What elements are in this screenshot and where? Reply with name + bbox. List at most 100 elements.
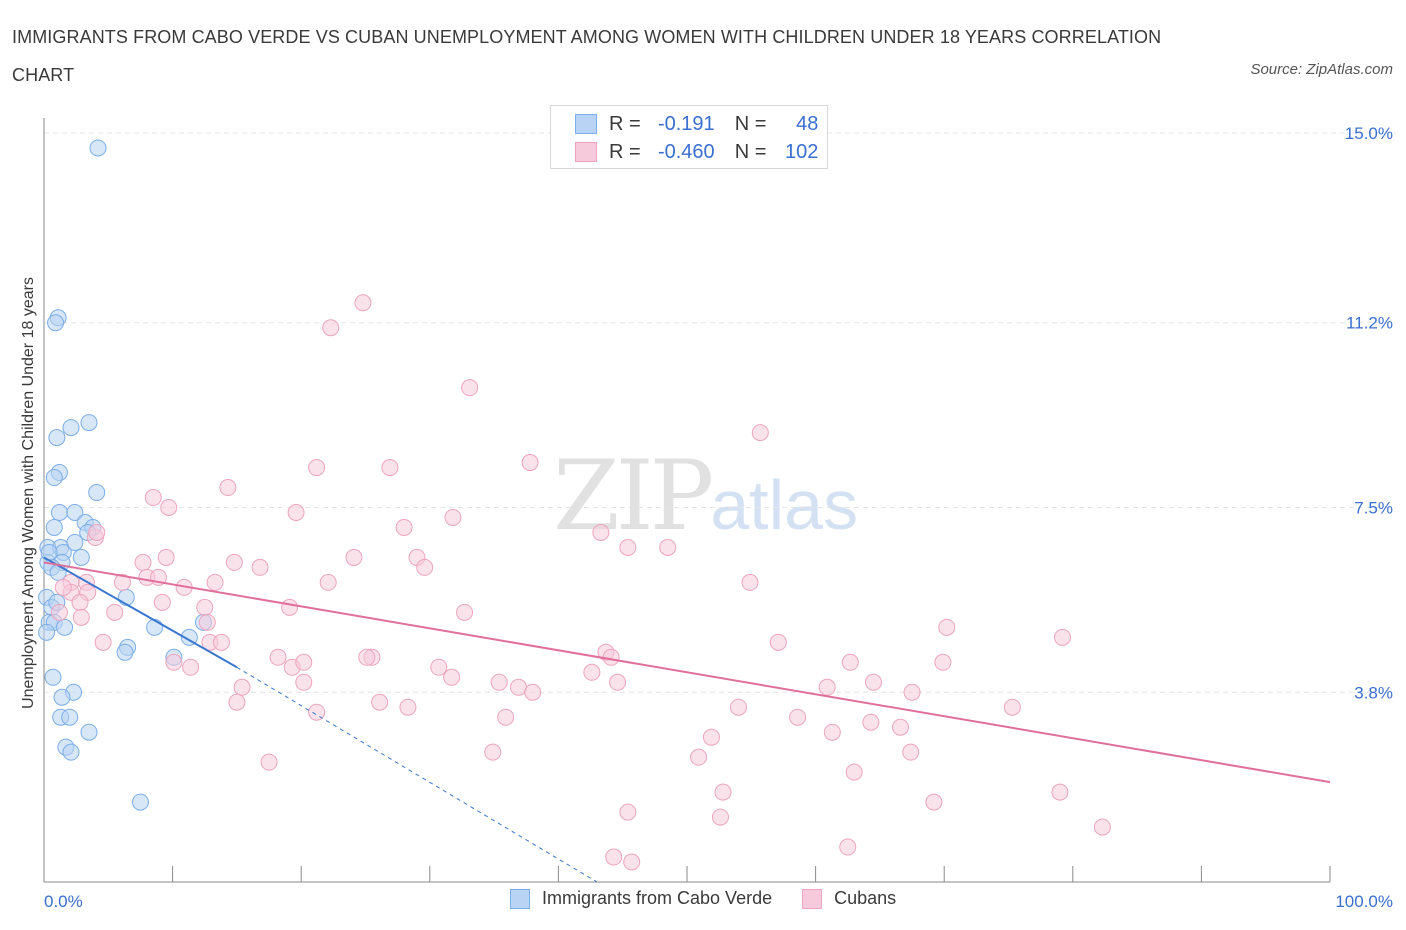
point-series-1-4 <box>308 459 326 477</box>
point-series-1-41 <box>153 593 171 611</box>
point-series-0-8 <box>88 484 106 502</box>
bottom-legend-label-cubans: Cubans <box>834 888 897 908</box>
point-series-1-45 <box>198 613 216 631</box>
point-series-0-3 <box>80 414 98 432</box>
legend-n-value: 102 <box>785 140 819 163</box>
point-series-1-86 <box>702 728 720 746</box>
point-series-0-4 <box>62 419 80 437</box>
point-series-1-8 <box>144 489 162 507</box>
point-series-1-39 <box>106 603 124 621</box>
point-series-0-0 <box>89 139 107 157</box>
point-series-1-100 <box>623 853 641 871</box>
point-series-1-74 <box>295 673 313 691</box>
point-series-1-57 <box>841 653 859 671</box>
point-series-1-69 <box>609 673 627 691</box>
point-series-1-35 <box>741 573 759 591</box>
point-series-0-42 <box>62 743 80 761</box>
point-series-0-10 <box>66 503 84 521</box>
point-series-1-14 <box>88 523 106 541</box>
point-series-0-35 <box>44 668 62 686</box>
point-series-1-83 <box>862 713 880 731</box>
point-series-1-84 <box>891 718 909 736</box>
point-series-1-95 <box>619 803 637 821</box>
point-series-1-81 <box>497 708 515 726</box>
y-axis-label: Unemployment Among Women with Children U… <box>20 277 37 709</box>
bottom-legend-swatch-cubans <box>802 888 823 909</box>
point-series-1-70 <box>864 673 882 691</box>
point-series-0-5 <box>48 429 66 447</box>
point-series-0-39 <box>61 708 79 726</box>
point-series-1-42 <box>196 598 214 616</box>
point-series-1-3 <box>751 424 769 442</box>
point-series-1-78 <box>729 698 747 716</box>
point-series-1-67 <box>524 683 542 701</box>
legend-r-label: R = <box>609 112 641 135</box>
watermark-zip: ZIP <box>553 440 714 552</box>
trendline-cubans <box>43 561 1331 784</box>
y-tick-label-1: 7.5% <box>1354 499 1393 518</box>
point-series-1-20 <box>416 558 434 576</box>
point-series-0-44 <box>40 543 58 561</box>
point-series-1-2 <box>461 379 479 397</box>
point-series-0-7 <box>45 469 63 487</box>
legend-r-value: -0.191 <box>657 112 715 135</box>
point-series-1-58 <box>934 653 952 671</box>
point-series-1-63 <box>430 658 448 676</box>
point-series-1-46 <box>938 618 956 636</box>
point-series-1-79 <box>1003 698 1021 716</box>
point-series-1-21 <box>225 553 243 571</box>
point-series-1-10 <box>287 503 305 521</box>
point-series-0-31 <box>116 643 134 661</box>
legend: R = -0.191 N = 48 R = -0.460 N = 102 <box>550 105 828 169</box>
point-series-1-85 <box>823 723 841 741</box>
point-series-1-97 <box>1093 818 1111 836</box>
bottom-legend: Immigrants from Cabo Verde Cubans <box>510 888 896 909</box>
point-series-1-25 <box>113 573 131 591</box>
point-series-0-9 <box>50 503 68 521</box>
point-series-1-90 <box>260 753 278 771</box>
point-series-1-22 <box>251 558 269 576</box>
point-series-1-72 <box>903 683 921 701</box>
point-series-1-62 <box>295 653 313 671</box>
point-series-1-43 <box>281 598 299 616</box>
y-tick-label-3: 15.0% <box>1345 124 1393 143</box>
y-tick-label-2: 11.2% <box>1346 314 1393 333</box>
bottom-legend-label-cabo-verde: Immigrants from Cabo Verde <box>542 888 773 908</box>
point-series-0-21 <box>72 548 90 566</box>
point-series-1-76 <box>371 693 389 711</box>
point-series-1-73 <box>233 678 251 696</box>
legend-n-label: N = <box>734 140 767 163</box>
point-series-1-23 <box>134 553 152 571</box>
point-series-1-52 <box>269 648 287 666</box>
point-series-0-29 <box>146 618 164 636</box>
point-series-1-48 <box>94 633 112 651</box>
point-series-0-11 <box>45 518 63 536</box>
point-series-1-9 <box>160 499 178 516</box>
legend-r-label: R = <box>609 140 641 163</box>
point-series-1-75 <box>228 693 246 711</box>
point-series-1-51 <box>769 633 787 651</box>
point-series-1-92 <box>714 783 732 801</box>
point-series-0-43 <box>131 793 149 811</box>
point-series-1-94 <box>925 793 943 811</box>
point-series-1-33 <box>206 573 224 591</box>
point-series-1-12 <box>395 518 413 536</box>
point-series-1-24 <box>157 548 175 566</box>
point-series-1-47 <box>1054 628 1072 646</box>
point-series-1-60 <box>165 653 183 671</box>
legend-n-value: 48 <box>796 112 819 135</box>
legend-swatch-cubans <box>575 142 597 162</box>
legend-r-value: -0.460 <box>657 140 715 163</box>
point-series-1-54 <box>358 648 376 666</box>
point-series-1-87 <box>484 743 502 761</box>
point-series-1-37 <box>50 603 68 621</box>
chart-title: IMMIGRANTS FROM CABO VERDE VS CUBAN UNEM… <box>12 27 1162 85</box>
point-series-1-98 <box>839 838 857 856</box>
point-series-1-11 <box>444 508 462 526</box>
point-series-1-44 <box>456 603 474 621</box>
point-series-1-16 <box>619 538 637 556</box>
point-series-0-37 <box>53 688 71 706</box>
point-series-1-59 <box>182 658 200 676</box>
point-series-1-82 <box>789 708 807 726</box>
